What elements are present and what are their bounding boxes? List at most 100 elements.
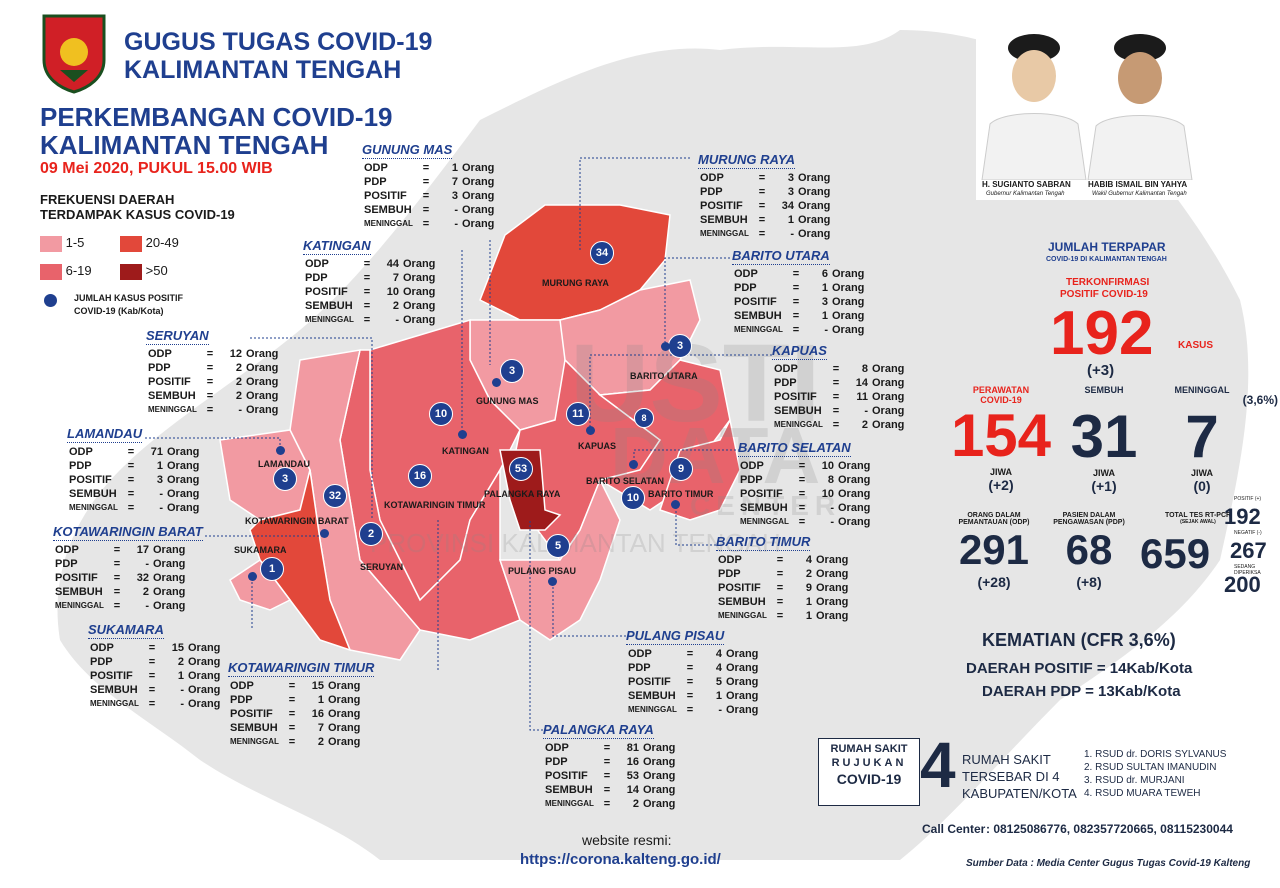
odp-label-2: PEMANTAUAN (ODP) (958, 519, 1030, 526)
region-stat-row: ODP = 4 Orang (626, 647, 760, 661)
region-stat-row: ODP = 12 Orang (146, 347, 280, 361)
map-label-kapuas: KAPUAS (578, 441, 617, 451)
region-stat-row: MENINGGAL = - Orang (698, 227, 832, 241)
hospital-list-item: 4. RSUD MUARA TEWEH (1084, 788, 1201, 799)
stat-unit: Orang (838, 460, 871, 472)
stat-value: 34 (781, 200, 794, 212)
stat-value: 1 (787, 214, 794, 226)
stat-value: 6 (821, 268, 828, 280)
stat-value: - (718, 704, 722, 716)
region-block: GUNUNG MAS ODP = 1 Orang PDP = 7 Orang POSITIF = 3 O… (362, 142, 496, 231)
map-label-barito-utara: BARITO UTARA (630, 371, 698, 381)
province-logo (40, 12, 108, 94)
hospital-box: RUMAH SAKIT RUJUKAN COVID-19 (818, 738, 920, 806)
legend-label: 20-49 (145, 235, 179, 250)
hospital-label-1: RUMAH SAKIT (830, 743, 908, 755)
stat-eq: = (798, 502, 806, 514)
perawatan-label-1: PERAWATAN (972, 385, 1030, 395)
stat-eq: = (776, 568, 784, 580)
legend-dot-label-line1: JUMLAH KASUS POSITIF (74, 293, 184, 303)
stat-value: 1 (317, 694, 324, 706)
stat-label: POSITIF (90, 670, 133, 682)
stat-value: 4 (715, 662, 722, 674)
stat-unit: Orang (188, 670, 221, 682)
stat-unit: Orang (167, 474, 200, 486)
stat-unit: Orang (838, 502, 871, 514)
region-block: LAMANDAU ODP = 71 Orang PDP = 1 Orang POSITIF = 3 Or… (67, 426, 201, 515)
stat-unit: Orang (462, 176, 495, 188)
marker-sukamara: 1 (260, 557, 284, 581)
tes-label-2: (SEJAK AWAL) (1180, 519, 1216, 525)
stat-label: PDP (55, 558, 78, 570)
stat-eq: = (792, 282, 800, 294)
stat-eq: = (798, 460, 806, 472)
stat-unit: Orang (643, 798, 676, 810)
stat-eq: = (792, 310, 800, 322)
stat-value: 14 (626, 784, 639, 796)
stat-value: 2 (142, 586, 149, 598)
marker-kapuas: 11 (566, 402, 590, 426)
stat-eq: = (288, 736, 296, 748)
stat-value: 2 (235, 390, 242, 402)
region-stat-row: MENINGGAL = 2 Orang (543, 797, 677, 811)
map-label-kotim: KOTAWARINGIN TIMUR (384, 500, 486, 510)
stat-label: MENINGGAL (148, 405, 197, 414)
watermark-line1: USTI (570, 322, 821, 445)
stat-label: POSITIF (230, 708, 273, 720)
stat-eq: = (798, 488, 806, 500)
region-stat-row: SEMBUH = - Orang (738, 501, 872, 515)
stat-unit: Orang (726, 648, 759, 660)
stat-eq: = (776, 596, 784, 608)
stat-unit: Orang (872, 419, 905, 431)
confirmed-label-1: TERKONFIRMASI (1066, 277, 1150, 288)
stat-label: SEMBUH (700, 214, 748, 226)
stat-value: 16 (311, 708, 324, 720)
tes-pos-value: 192 (1224, 504, 1261, 529)
stat-eq: = (686, 676, 694, 688)
stat-value: - (238, 404, 242, 416)
legend-item-50: >50 (120, 263, 168, 280)
region-stat-row: ODP = 6 Orang (732, 267, 866, 281)
legend-item-6-19: 6-19 (40, 263, 92, 280)
stat-eq: = (792, 268, 800, 280)
daerah-positif-unit: Kab/Kota (1126, 660, 1193, 677)
stat-value: 1 (177, 670, 184, 682)
stat-unit: Orang (726, 676, 759, 688)
stat-label: SEMBUH (148, 390, 196, 402)
stat-unit: Orang (188, 684, 221, 696)
region-stat-row: ODP = 10 Orang (738, 459, 872, 473)
region-stat-row: SEMBUH = - Orang (772, 404, 906, 418)
region-stat-row: SEMBUH = 1 Orang (716, 595, 850, 609)
marker-dot-barito-utara (661, 342, 670, 351)
region-block: KATINGAN ODP = 44 Orang PDP = 7 Orang POSITIF = 10 O… (303, 238, 437, 327)
stat-unit: Orang (246, 390, 279, 402)
stat-unit: Orang (403, 258, 436, 270)
stat-value: 17 (136, 544, 149, 556)
stat-value: 15 (171, 642, 184, 654)
stat-eq: = (127, 460, 135, 472)
stat-value: 2 (861, 419, 868, 431)
region-stat-row: PDP = 7 Orang (362, 175, 496, 189)
stat-label: MENINGGAL (545, 799, 594, 808)
meninggal-label: MENINGGAL (1174, 385, 1230, 395)
map-label-barito-selatan: BARITO SELATAN (586, 476, 664, 486)
region-block: MURUNG RAYA ODP = 3 Orang PDP = 3 Orang POSITIF = 3… (698, 152, 832, 241)
stat-label: MENINGGAL (69, 503, 118, 512)
region-stat-row: PDP = 2 Orang (716, 567, 850, 581)
region-stats-table: ODP = 10 Orang PDP = 8 Orang POSITIF = 10 Orang SEMB… (738, 459, 872, 529)
region-title: PALANGKA RAYA (543, 722, 654, 739)
stat-eq: = (127, 446, 135, 458)
daerah-positif-label: DAERAH POSITIF = (966, 660, 1106, 677)
stat-eq: = (363, 286, 371, 298)
stat-unit: Orang (462, 218, 495, 230)
stat-label: PDP (148, 362, 171, 374)
stat-eq: = (758, 228, 766, 240)
region-stat-row: ODP = 15 Orang (88, 641, 222, 655)
stat-label: MENINGGAL (740, 517, 789, 526)
stat-label: POSITIF (69, 474, 112, 486)
stat-label: SEMBUH (545, 784, 593, 796)
website-link[interactable]: https://corona.kalteng.go.id/ (520, 851, 721, 868)
perawatan-value: 154 (950, 402, 1052, 469)
region-stat-row: POSITIF = 2 Orang (146, 375, 280, 389)
region-stat-row: SEMBUH = - Orang (362, 203, 496, 217)
